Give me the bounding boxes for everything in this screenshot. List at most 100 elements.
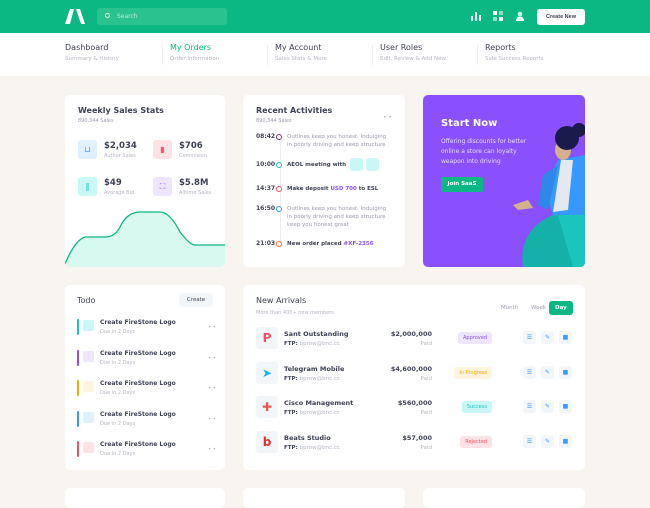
todo-item[interactable]: Create FireStone Logo Due in 2 Days •• (77, 349, 217, 370)
trash-icon: ■ (562, 438, 569, 446)
trash-icon: ■ (562, 368, 569, 376)
company-name[interactable]: Beats Studio (284, 434, 331, 443)
todo-color-bar (77, 349, 79, 366)
view-button[interactable]: ☰ (523, 331, 536, 344)
company-name[interactable]: Telegram Mobile (284, 364, 345, 373)
nav-divider (372, 45, 373, 65)
search-input[interactable]: Search (97, 8, 227, 25)
grid-icon[interactable] (493, 11, 503, 21)
avatar[interactable] (350, 158, 364, 171)
todo-checkbox[interactable] (83, 350, 94, 362)
period-tab-day[interactable]: Day (549, 301, 573, 315)
payment-status: Paid (420, 375, 432, 382)
todo-item[interactable]: Create FireStone Logo Due in 2 Days •• (77, 319, 217, 339)
period-tab-week[interactable]: Week (531, 305, 547, 311)
period-tab-month[interactable]: Month (501, 305, 519, 311)
chart-bar-icon[interactable] (471, 11, 481, 21)
activity-link[interactable]: USD 700 (330, 186, 357, 192)
todo-color-bar (77, 319, 79, 335)
expand-icon: ⛶ (153, 177, 172, 196)
todo-checkbox[interactable] (83, 442, 94, 453)
card-title: New Arrivals (256, 296, 307, 305)
nav-item-reports[interactable]: Reports Sale Success Reports (485, 43, 544, 62)
timeline-dot-icon (276, 186, 282, 192)
timeline-dot-icon (276, 241, 282, 247)
activity-item: 14:37 Make deposit USD 700 to ESL (256, 185, 379, 192)
edit-button[interactable]: ✎ (541, 400, 554, 414)
bottom-card (423, 488, 585, 508)
todo-card: Todo Create Create FireStone Logo Due in … (65, 285, 225, 470)
view-button[interactable]: ☰ (523, 400, 536, 414)
sales-area-chart (65, 211, 225, 267)
edit-button[interactable]: ✎ (541, 331, 554, 344)
payment-status: Paid (420, 410, 432, 417)
basket-icon: ⊔ (78, 140, 97, 159)
payment-status: Paid (420, 445, 432, 452)
join-saas-button[interactable]: Join SaaS (441, 177, 483, 192)
card-title: Todo (77, 296, 96, 305)
view-button[interactable]: ☰ (523, 365, 536, 379)
activity-item: 08:42 Outlines keep you honest. Indulging… (256, 133, 387, 148)
todo-item[interactable]: Create FireStone Logo Due in 2 Days •• (77, 380, 217, 400)
status-badge: In Progress (454, 366, 492, 379)
nav-item-my-account[interactable]: My Account Sales Stats & More (275, 43, 327, 62)
todo-checkbox[interactable] (83, 381, 94, 392)
more-options-button[interactable]: •• (207, 385, 217, 392)
create-new-button[interactable]: Create New (537, 9, 585, 25)
avatar[interactable] (366, 158, 380, 171)
company-logo-icon: P (256, 327, 278, 349)
bottom-card (243, 488, 405, 508)
user-icon[interactable] (515, 11, 525, 21)
company-name[interactable]: Sant Outstanding (284, 330, 349, 338)
brand-logo-icon[interactable] (65, 9, 85, 24)
more-options-button[interactable]: •• (207, 415, 217, 423)
company-logo-icon: b (256, 431, 278, 454)
arrival-row: ✚ Cisco Management FTP: bprow@bnc.cc $56… (256, 396, 572, 422)
amount: $4,600,000 (390, 364, 432, 373)
main-nav: Dashboard Summary & History My Orders Order… (0, 33, 650, 76)
pencil-icon: ✎ (544, 368, 551, 376)
todo-checkbox[interactable] (83, 320, 94, 331)
amount: $560,000 (397, 399, 432, 408)
pencil-icon: ✎ (544, 438, 551, 446)
nav-item-user-roles[interactable]: User Roles Edit, Review & Add New (380, 43, 446, 62)
card-subtitle: More than 400+ new members (256, 310, 334, 316)
nav-item-my-orders[interactable]: My Orders Order Information (170, 43, 220, 62)
delete-button[interactable]: ■ (559, 331, 572, 344)
card-title: Weekly Sales Stats (78, 106, 164, 115)
nav-divider (162, 45, 163, 65)
view-button[interactable]: ☰ (523, 435, 536, 449)
delete-button[interactable]: ■ (559, 365, 572, 379)
payment-status: Paid (420, 341, 432, 347)
card-title: Recent Activities (256, 106, 333, 115)
activity-link[interactable]: #XF-2356 (343, 241, 374, 247)
edit-button[interactable]: ✎ (541, 365, 554, 379)
more-options-button[interactable]: • • (383, 114, 392, 121)
new-arrivals-card: New Arrivals More than 400+ new members … (243, 285, 585, 470)
todo-item[interactable]: Create FireStone Logo Due in 2 Days •• (77, 441, 217, 461)
nav-item-dashboard[interactable]: Dashboard Summary & History (65, 43, 119, 62)
promo-text: Offering discounts for better online a s… (441, 138, 527, 165)
books-icon: ‖ (78, 177, 97, 196)
timeline-dot-icon (276, 162, 282, 168)
edit-button[interactable]: ✎ (541, 435, 554, 449)
more-options-button[interactable]: •• (207, 354, 217, 362)
top-header: Search Create New (0, 0, 650, 33)
card-subtitle: 890,344 Sales (78, 118, 114, 124)
amount: $2,000,000 (390, 330, 432, 338)
delete-button[interactable]: ■ (559, 435, 572, 449)
company-name[interactable]: Cisco Management (284, 399, 354, 408)
stat-commision: ▮ $706 Commision (153, 140, 207, 159)
create-todo-button[interactable]: Create (179, 293, 213, 307)
more-options-button[interactable]: •• (207, 446, 217, 453)
arrival-row: ➤ Telegram Mobile FTP: bprow@bnc.cc $4,6… (256, 361, 572, 388)
todo-checkbox[interactable] (83, 411, 94, 423)
promo-card: Start Now Offering discounts for better … (423, 95, 585, 267)
todo-item[interactable]: Create FireStone Logo Due in 2 Days •• (77, 410, 217, 431)
more-options-button[interactable]: •• (207, 324, 217, 331)
timeline-dot-icon (276, 206, 282, 212)
card-subtitle: 890,344 Sales (256, 118, 292, 124)
trash-icon: ■ (562, 403, 569, 411)
delete-button[interactable]: ■ (559, 400, 572, 414)
status-badge: Success (461, 401, 492, 414)
